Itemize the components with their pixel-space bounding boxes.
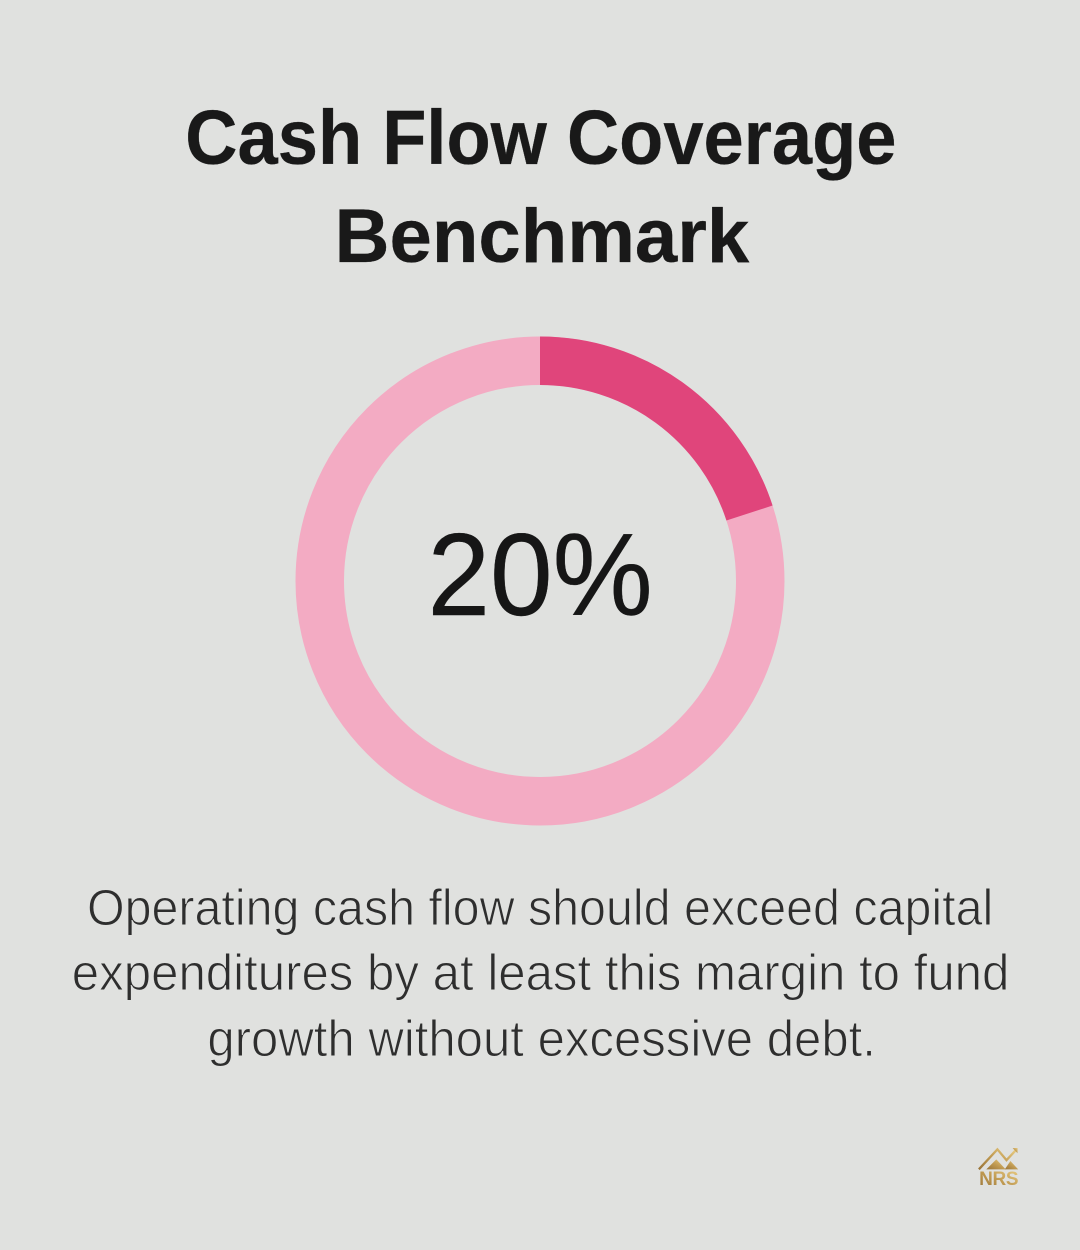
svg-text:NRS: NRS [979,1169,1018,1189]
